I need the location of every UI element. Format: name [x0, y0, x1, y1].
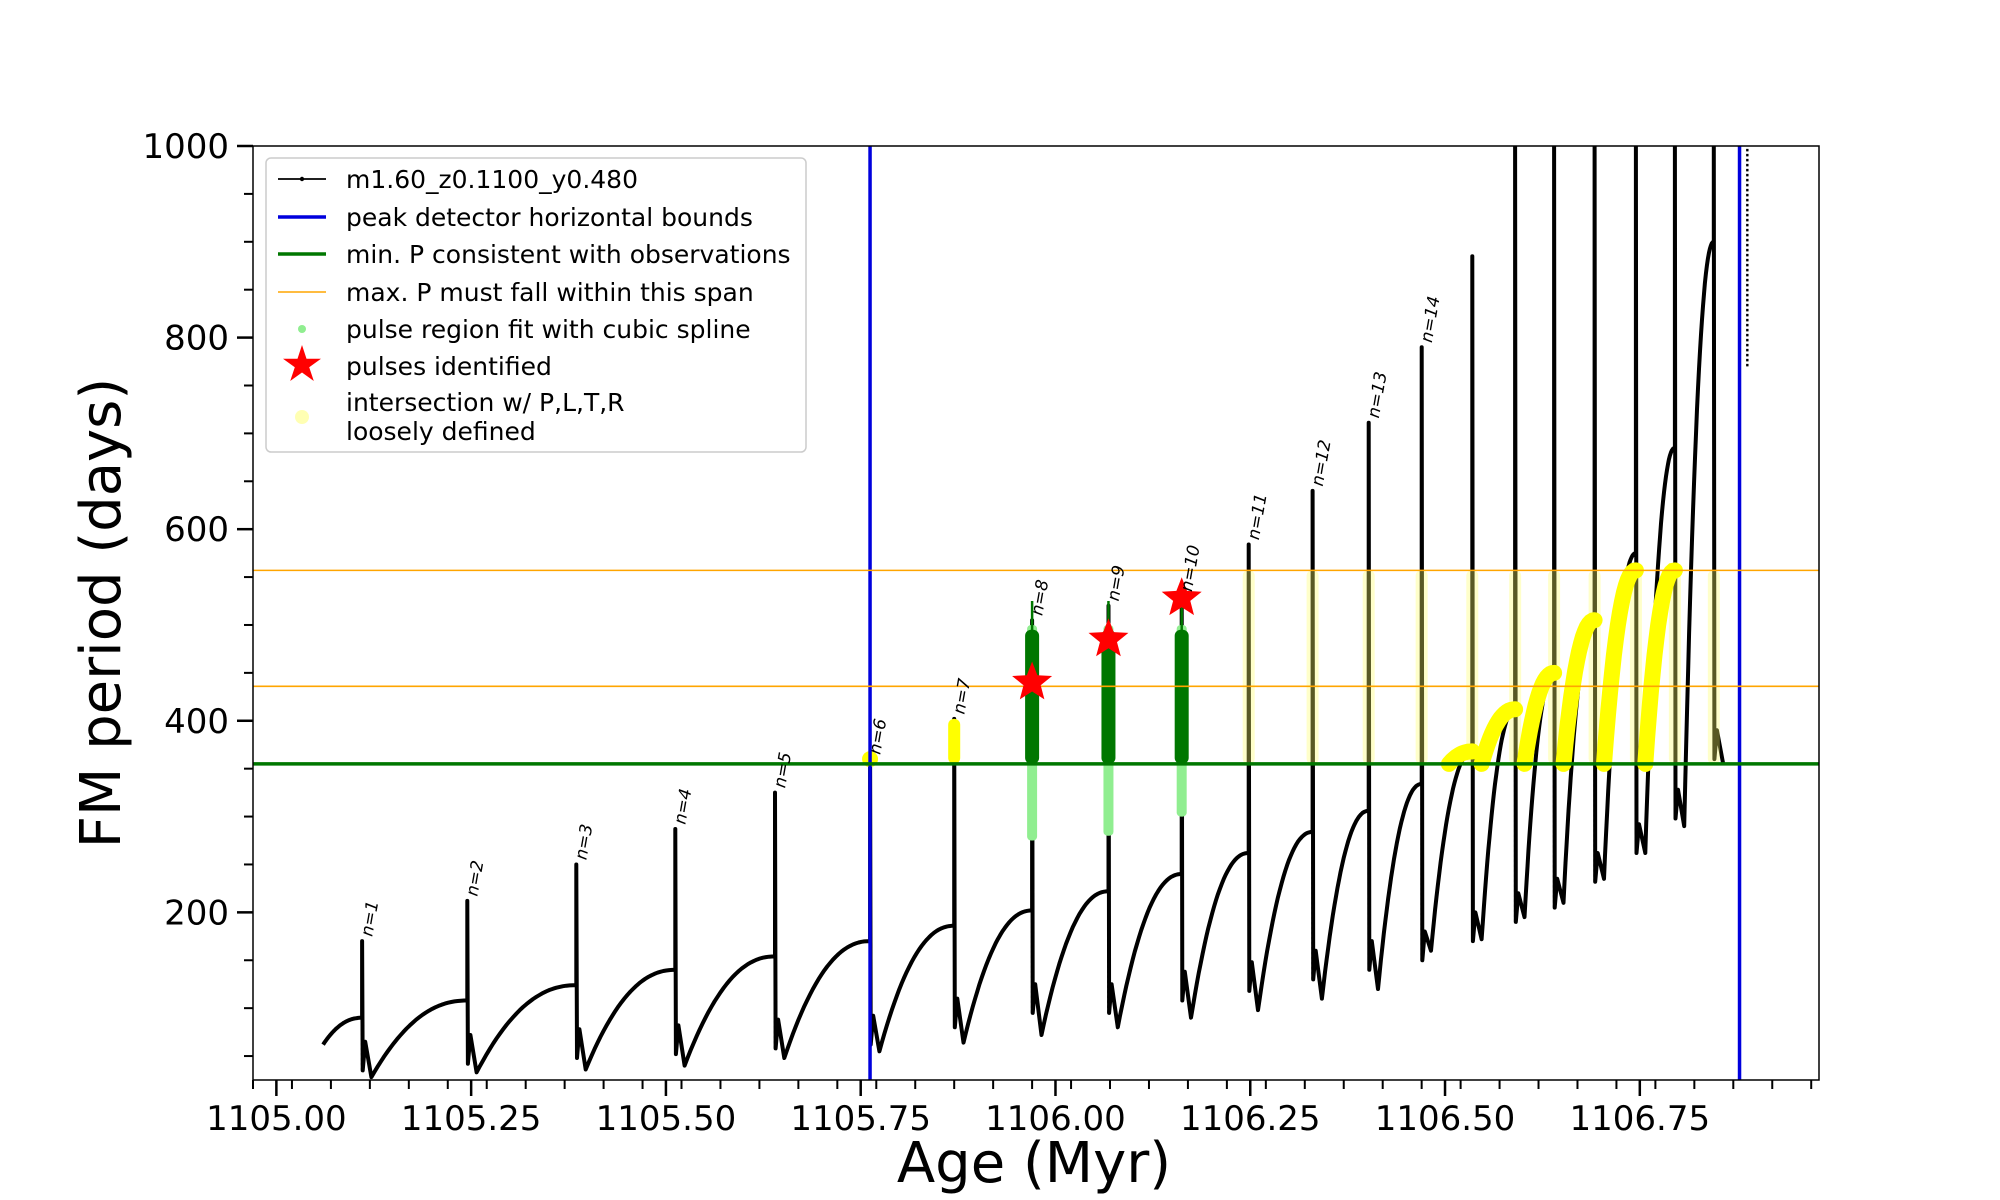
legend-label-spline: pulse region fit with cubic spline — [346, 315, 751, 344]
legend-label-max-period: max. P must fall within this span — [346, 278, 754, 307]
intersection-band — [1668, 570, 1681, 764]
x-tick-label: 1106.00 — [985, 1099, 1126, 1139]
identified-pulses-layer — [1012, 577, 1202, 700]
intersection-segment — [1555, 612, 1603, 772]
intersection-band — [1306, 570, 1319, 764]
y-tick-label: 1000 — [142, 127, 229, 167]
intersection-band — [1242, 570, 1255, 764]
legend-swatch-star — [283, 345, 321, 381]
plot-frame — [252, 145, 1820, 1081]
legend-swatch-spline — [298, 325, 306, 333]
legend-label-bounds: peak detector horizontal bounds — [346, 203, 753, 232]
y-tick-label: 200 — [164, 893, 229, 933]
intersection-band — [1629, 570, 1642, 764]
y-axis-title: FM period (days) — [69, 378, 134, 848]
x-tick-label: 1105.00 — [206, 1099, 347, 1139]
x-tick-label: 1105.25 — [401, 1099, 542, 1139]
intersection-band — [1509, 570, 1522, 764]
identified-pulse-star — [1088, 618, 1129, 657]
intersection-segment — [1596, 562, 1644, 772]
y-tick-label: 400 — [164, 702, 229, 742]
reference-lines-layer — [253, 146, 1819, 1080]
intersection-band — [1362, 570, 1375, 764]
identified-pulse-star — [1161, 577, 1202, 616]
x-tick-label: 1105.50 — [596, 1099, 737, 1139]
legend: m1.60_z0.1100_y0.480 peak detector horiz… — [265, 157, 807, 453]
intersection-segment — [1473, 701, 1524, 772]
legend-label-pulses: pulses identified — [346, 352, 552, 381]
intersection-segment — [1516, 664, 1563, 772]
identified-pulse-star — [1012, 661, 1053, 700]
legend-label-intersection-line2: loosely defined — [346, 417, 536, 446]
x-tick-label: 1106.75 — [1570, 1099, 1711, 1139]
y-tick-label: 600 — [164, 510, 229, 550]
x-tick-label: 1105.75 — [790, 1099, 931, 1139]
x-tick-label: 1106.25 — [1180, 1099, 1321, 1139]
pulse-labels-layer: n=1n=2n=3n=4n=5n=6n=7n=8 n=9 n=10n=11n=12n… — [357, 295, 1444, 938]
legend-box — [265, 157, 807, 453]
legend-swatch-model-marker — [299, 176, 305, 182]
intersection-band — [1466, 570, 1479, 764]
axes-layer: 1105.00 1105.25 1105.50 1105.75 1106.00 1106.… — [142, 127, 1813, 1139]
intersection-segment — [1637, 562, 1683, 772]
legend-swatch-intersection — [295, 410, 309, 424]
legend-label-intersection: intersection w/ P,L,T,R — [346, 388, 625, 417]
legend-label-model: m1.60_z0.1100_y0.480 — [346, 165, 638, 194]
legend-label-min-period: min. P consistent with observations — [346, 240, 791, 269]
y-tick-label: 800 — [164, 319, 229, 359]
x-tick-label: 1106.50 — [1375, 1099, 1516, 1139]
intersection-segment — [1440, 743, 1481, 772]
intersection-segment — [948, 718, 961, 764]
intersection-layer — [862, 562, 1720, 772]
intersection-band — [1707, 570, 1720, 764]
x-axis-title: Age (Myr) — [897, 1131, 1171, 1196]
intersection-band — [1415, 570, 1428, 764]
